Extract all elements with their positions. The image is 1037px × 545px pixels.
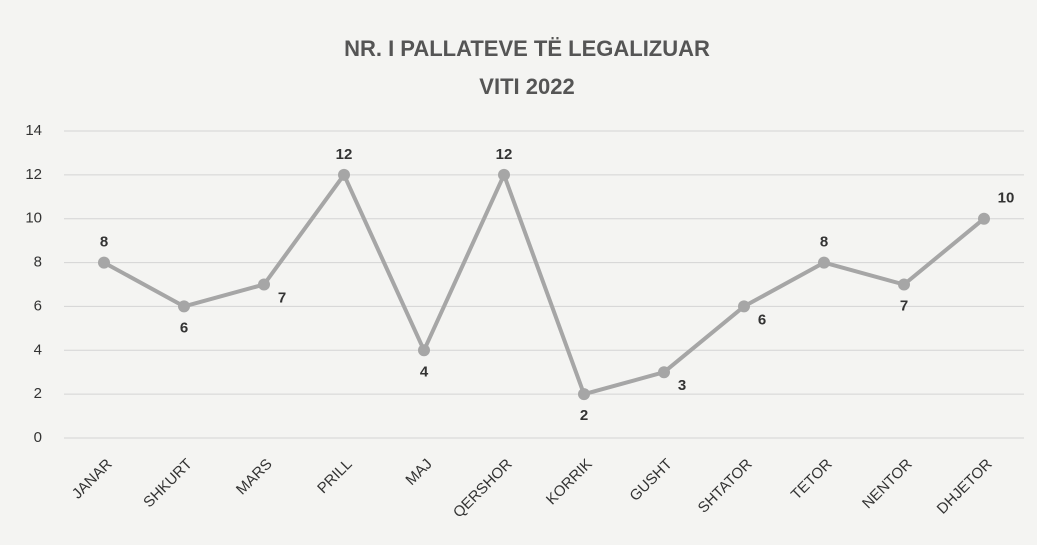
data-label: 2 [580,407,588,424]
y-tick-label: 10 [25,210,42,227]
marker [978,212,990,225]
series-line [103,172,986,397]
data-label: 3 [678,377,686,394]
data-label: 7 [278,289,286,306]
data-label: 12 [336,146,353,163]
data-label: 6 [758,311,766,328]
data-label: 12 [496,146,513,163]
y-tick-label: 14 [25,122,42,139]
data-label: 8 [100,234,108,251]
y-tick-label: 8 [34,254,42,271]
y-tick-label: 2 [34,385,42,402]
marker [578,388,590,401]
marker [418,344,430,357]
chart-title: NR. I PALLATEVE TË LEGALIZUAR [344,36,710,61]
marker [738,300,750,313]
data-label: 4 [420,363,429,380]
chart-subtitle: VITI 2022 [479,74,574,99]
data-label: 8 [820,234,828,251]
y-tick-label: 6 [34,297,42,314]
y-tick-label: 4 [34,341,42,358]
marker [658,366,670,379]
data-label: 10 [998,190,1015,207]
marker [258,278,270,291]
marker [898,278,910,291]
data-label: 7 [900,297,908,314]
marker [338,168,350,181]
marker [498,168,510,181]
marker [178,300,190,313]
data-label: 6 [180,319,188,336]
marker [98,256,110,269]
y-tick-label: 0 [34,429,42,446]
y-tick-label: 12 [25,166,42,183]
marker [818,256,830,269]
